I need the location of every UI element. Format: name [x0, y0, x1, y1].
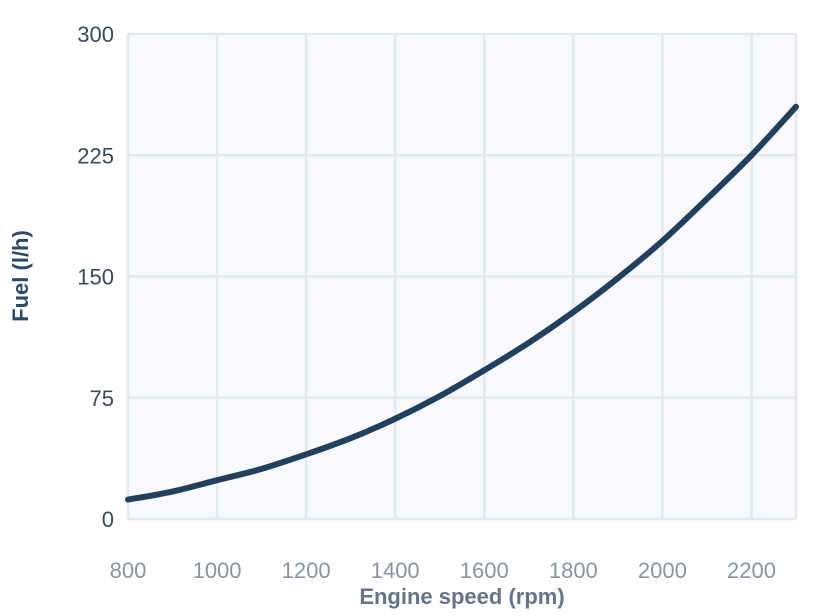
x-tick-label: 1400: [371, 558, 420, 583]
x-tick-label: 2200: [727, 558, 776, 583]
y-tick-label: 300: [77, 22, 114, 47]
x-tick-label: 1800: [549, 558, 598, 583]
grid-lines: [126, 32, 798, 521]
y-tick-label: 75: [90, 386, 114, 411]
x-tick-label: 1200: [282, 558, 331, 583]
y-tick-label: 150: [77, 265, 114, 290]
x-tick-label: 1000: [193, 558, 242, 583]
x-axis-title: Engine speed (rpm): [359, 584, 564, 609]
y-axis-title: Fuel (l/h): [8, 230, 33, 322]
series-group: [125, 103, 799, 503]
x-tick-label: 800: [110, 558, 147, 583]
x-axis-ticks: 800 1000 1200 1400 1600 1800 2000 2200: [110, 558, 776, 583]
y-tick-label: 225: [77, 143, 114, 168]
x-tick-label: 2000: [638, 558, 687, 583]
y-axis-ticks: 0 75 150 225 300: [77, 22, 114, 532]
y-tick-label: 0: [102, 507, 114, 532]
series-line: [125, 103, 799, 503]
x-tick-label: 1600: [460, 558, 509, 583]
